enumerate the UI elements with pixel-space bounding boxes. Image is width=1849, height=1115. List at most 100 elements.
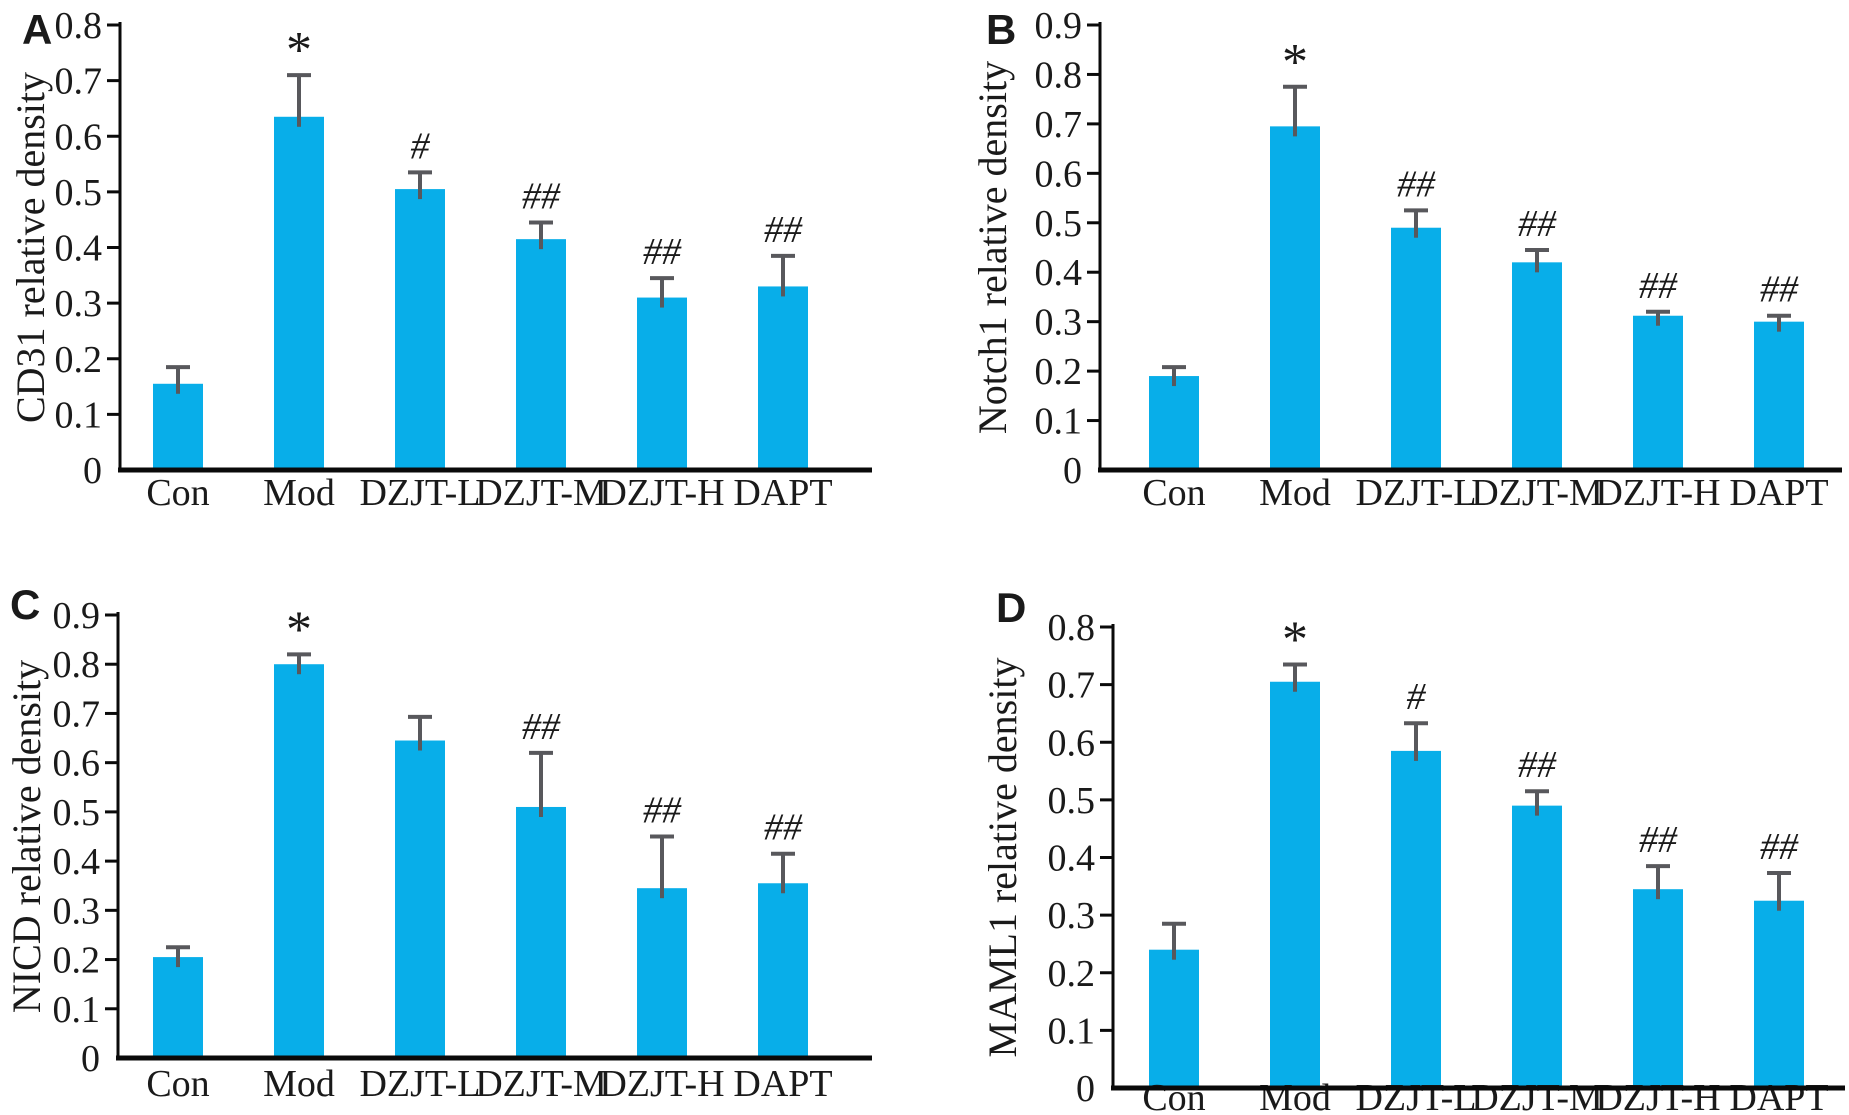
panel-a-xlabel-con: Con bbox=[146, 472, 209, 514]
panel-b-group: B Notch1 relative density 0 0.1 0.2 0.3 0.4 0.5… bbox=[970, 5, 1842, 514]
panel-c-xlabel-dzjt-l: DZJT-L bbox=[359, 1063, 480, 1105]
panel-d-sig-dzjt-l: # bbox=[1407, 676, 1427, 718]
panel-b-ytick-label-0.1: 0.1 bbox=[1035, 401, 1083, 443]
panel-a-sig-dapt: ## bbox=[764, 209, 803, 251]
panel-c-sig-dzjt-h: ## bbox=[643, 790, 682, 832]
panel-a-bar-con bbox=[153, 383, 203, 470]
panel-a-ytick-label-0.7: 0.7 bbox=[55, 61, 103, 103]
panel-a-sig-dzjt-h: ## bbox=[643, 231, 682, 273]
panel-d-sig-dzjt-h: ## bbox=[1639, 819, 1678, 861]
panel-a-xlabel-mod: Mod bbox=[263, 472, 335, 514]
panel-b-ytick-label-0.3: 0.3 bbox=[1035, 302, 1083, 344]
panel-c-bar-con bbox=[153, 957, 203, 1058]
panel-c-bar-dzjt-h bbox=[637, 888, 687, 1058]
panel-d-sig-dapt: ## bbox=[1760, 826, 1799, 868]
panel-a-xlabel-dapt: DAPT bbox=[733, 472, 832, 514]
panel-c-ytick-label-0.4: 0.4 bbox=[53, 841, 101, 883]
panel-b-ytick-label-0.8: 0.8 bbox=[1035, 54, 1083, 96]
panel-a-ytick-label-0.2: 0.2 bbox=[55, 339, 103, 381]
panel-a-bar-dzjt-m bbox=[516, 239, 566, 470]
panel-b-bar-dapt bbox=[1754, 321, 1804, 470]
panel-c-letter: C bbox=[10, 581, 40, 628]
panel-c-ytick-label-0.7: 0.7 bbox=[53, 693, 101, 735]
panel-d-xlabel-mod: Mod bbox=[1259, 1077, 1331, 1115]
panel-a-bar-dzjt-h bbox=[637, 297, 687, 470]
panel-b-bar-dzjt-l bbox=[1391, 227, 1441, 470]
panel-b-sig-dzjt-h: ## bbox=[1639, 265, 1678, 307]
panel-d-bar-dzjt-m bbox=[1512, 805, 1562, 1088]
panel-c-ytick-label-0.2: 0.2 bbox=[53, 940, 101, 982]
panel-c-ytick-label-0.3: 0.3 bbox=[53, 890, 101, 932]
panel-d-bar-dapt bbox=[1754, 900, 1804, 1088]
panel-d-sig-mod: * bbox=[1282, 611, 1308, 668]
panel-c-ytick-label-0.8: 0.8 bbox=[53, 644, 101, 686]
panel-b-ytick-label-0.5: 0.5 bbox=[1035, 203, 1083, 245]
panel-d-xlabel-dzjt-m: DZJT-M bbox=[1471, 1077, 1603, 1115]
panel-b-xlabel-dapt: DAPT bbox=[1729, 472, 1828, 514]
panel-c-bar-dapt bbox=[758, 883, 808, 1058]
panel-a-sig-dzjt-l: # bbox=[411, 125, 431, 167]
panel-a-ytick-label-0.6: 0.6 bbox=[55, 116, 103, 158]
panel-b-y-axis-title: Notch1 relative density bbox=[970, 61, 1015, 434]
panel-c-bar-dzjt-l bbox=[395, 740, 445, 1058]
panel-c-xlabel-dapt: DAPT bbox=[733, 1063, 832, 1105]
panel-b-bar-mod bbox=[1270, 126, 1320, 470]
panel-a-xlabel-dzjt-h: DZJT-H bbox=[599, 472, 724, 514]
panel-b-xlabel-dzjt-l: DZJT-L bbox=[1355, 472, 1476, 514]
panel-a-ytick-label-0.8: 0.8 bbox=[55, 5, 103, 47]
panel-c-xlabel-dzjt-m: DZJT-M bbox=[475, 1063, 607, 1105]
panel-d-xlabel-con: Con bbox=[1142, 1077, 1205, 1115]
panel-d-bar-dzjt-h bbox=[1633, 889, 1683, 1088]
panel-b-sig-dapt: ## bbox=[1760, 269, 1799, 311]
panel-b-xlabel-mod: Mod bbox=[1259, 472, 1331, 514]
panel-b-ytick-label-0: 0 bbox=[1063, 450, 1082, 492]
panel-b-sig-dzjt-l: ## bbox=[1397, 163, 1436, 205]
panel-b-sig-dzjt-m: ## bbox=[1518, 203, 1557, 245]
panel-a-xlabel-dzjt-m: DZJT-M bbox=[475, 472, 607, 514]
panel-d-bar-mod bbox=[1270, 681, 1320, 1088]
panel-b-bar-con bbox=[1149, 376, 1199, 470]
panel-d-ytick-label-0.7: 0.7 bbox=[1048, 665, 1096, 707]
panel-c-xlabel-mod: Mod bbox=[263, 1063, 335, 1105]
panel-d-bar-dzjt-l bbox=[1391, 750, 1441, 1088]
panel-c-y-axis-title: NICD relative density bbox=[4, 660, 49, 1013]
panel-a-y-axis-title: CD31 relative density bbox=[8, 72, 53, 423]
panel-a-sig-mod: * bbox=[286, 22, 312, 79]
panel-c-sig-dapt: ## bbox=[764, 807, 803, 849]
panel-b-xlabel-dzjt-h: DZJT-H bbox=[1595, 472, 1720, 514]
panel-a-ytick-label-0.3: 0.3 bbox=[55, 283, 103, 325]
panel-c-ytick-label-0.9: 0.9 bbox=[53, 595, 101, 637]
panel-b-ytick-label-0.4: 0.4 bbox=[1035, 252, 1083, 294]
panel-b-xlabel-con: Con bbox=[1142, 472, 1205, 514]
panel-a-bar-dapt bbox=[758, 286, 808, 470]
panel-d-ytick-label-0.8: 0.8 bbox=[1048, 607, 1096, 649]
panel-a-ytick-label-0.4: 0.4 bbox=[55, 228, 103, 270]
panel-a-bar-mod bbox=[274, 116, 324, 470]
panel-b-xlabel-dzjt-m: DZJT-M bbox=[1471, 472, 1603, 514]
panel-c-ytick-label-0.5: 0.5 bbox=[53, 792, 101, 834]
panel-d-ytick-label-0: 0 bbox=[1076, 1068, 1095, 1110]
panel-d-group: D MAML1 relative density 0 0.1 0.2 0.3 0.4 0.5 0… bbox=[980, 584, 1845, 1115]
panel-d-ytick-label-0.3: 0.3 bbox=[1048, 895, 1096, 937]
panel-a-ytick-label-0.1: 0.1 bbox=[55, 394, 103, 436]
panel-a-ytick-label-0: 0 bbox=[83, 450, 102, 492]
panel-b-ytick-label-0.7: 0.7 bbox=[1035, 104, 1083, 146]
panel-b-ytick-label-0.2: 0.2 bbox=[1035, 351, 1083, 393]
panel-c-xlabel-dzjt-h: DZJT-H bbox=[599, 1063, 724, 1105]
panel-b-sig-mod: * bbox=[1282, 34, 1308, 91]
panel-d-letter: D bbox=[996, 584, 1026, 631]
panel-d-xlabel-dzjt-l: DZJT-L bbox=[1355, 1077, 1476, 1115]
panel-d-xlabel-dapt: DAPT bbox=[1729, 1077, 1828, 1115]
panel-a-letter: A bbox=[22, 6, 52, 53]
panel-a-ytick-label-0.5: 0.5 bbox=[55, 172, 103, 214]
panel-d-ytick-label-0.4: 0.4 bbox=[1048, 838, 1096, 880]
panel-c-sig-mod: * bbox=[286, 601, 312, 658]
panel-b-ytick-label-0.9: 0.9 bbox=[1035, 5, 1083, 47]
panel-c-xlabel-con: Con bbox=[146, 1063, 209, 1105]
panel-d-sig-dzjt-m: ## bbox=[1518, 744, 1557, 786]
panel-a-xlabel-dzjt-l: DZJT-L bbox=[359, 472, 480, 514]
panel-d-bar-con bbox=[1149, 949, 1199, 1088]
panel-b-bar-dzjt-h bbox=[1633, 315, 1683, 470]
